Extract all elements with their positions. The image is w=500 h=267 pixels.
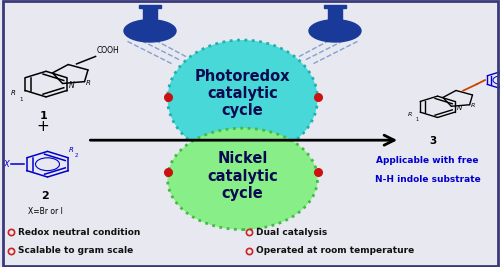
Text: Dual catalysis: Dual catalysis — [256, 228, 327, 237]
Text: Operated at room temperature: Operated at room temperature — [256, 246, 414, 256]
Ellipse shape — [168, 128, 318, 230]
Text: Redox neutral condition: Redox neutral condition — [18, 228, 141, 237]
Text: N: N — [70, 81, 75, 89]
Text: 2: 2 — [75, 153, 78, 158]
Text: X: X — [4, 160, 10, 169]
Text: 1: 1 — [416, 117, 418, 122]
Text: R: R — [86, 80, 90, 86]
Text: R: R — [11, 90, 16, 96]
Text: X=Br or I: X=Br or I — [28, 207, 62, 216]
Text: 2: 2 — [41, 191, 49, 201]
Text: R: R — [69, 147, 74, 153]
FancyBboxPatch shape — [139, 5, 161, 8]
Text: COOH: COOH — [96, 46, 120, 55]
Ellipse shape — [124, 20, 176, 42]
Ellipse shape — [309, 20, 361, 42]
FancyBboxPatch shape — [143, 7, 157, 21]
Text: 1: 1 — [20, 97, 23, 101]
Text: 3: 3 — [429, 136, 436, 146]
Text: R: R — [408, 112, 412, 117]
Text: 1: 1 — [40, 111, 48, 121]
Text: Scalable to gram scale: Scalable to gram scale — [18, 246, 134, 256]
Text: Nickel
catalytic
cycle: Nickel catalytic cycle — [207, 151, 278, 201]
Text: R: R — [470, 104, 475, 108]
Text: N: N — [456, 105, 462, 111]
FancyBboxPatch shape — [324, 5, 346, 8]
Text: Applicable with free: Applicable with free — [376, 156, 479, 165]
FancyBboxPatch shape — [328, 7, 342, 21]
Text: N-H indole substrate: N-H indole substrate — [374, 175, 480, 184]
Text: +: + — [36, 119, 49, 134]
Ellipse shape — [168, 40, 318, 158]
Text: Photoredox
catalytic
cycle: Photoredox catalytic cycle — [195, 69, 290, 118]
